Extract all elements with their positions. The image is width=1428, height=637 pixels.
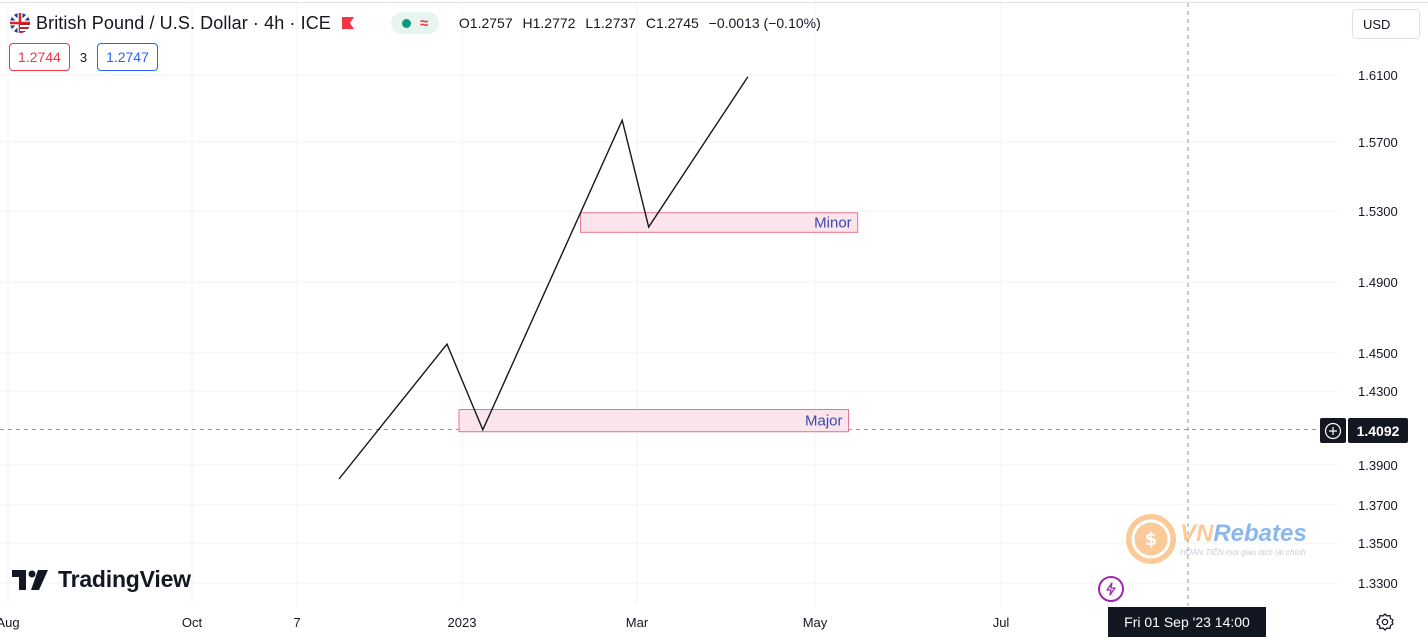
watermark-tagline: HOÀN TIỀN mọi giao dịch tài chính bbox=[1180, 547, 1306, 557]
x-tick-label: Oct bbox=[182, 615, 203, 630]
svg-text:$: $ bbox=[1145, 529, 1158, 550]
y-tick-label: 1.3900 bbox=[1358, 458, 1398, 473]
wave-icon: ≈ bbox=[419, 14, 429, 32]
ohlc-close: C1.2745 bbox=[645, 15, 699, 31]
quote-row: 1.2744 3 1.2747 bbox=[9, 43, 158, 71]
settings-gear-icon[interactable] bbox=[1375, 612, 1395, 632]
y-tick-label: 1.4500 bbox=[1358, 346, 1398, 361]
sell-quote-button[interactable]: 1.2744 bbox=[9, 43, 70, 71]
y-tick-label: 1.5700 bbox=[1358, 135, 1398, 150]
watermark-brand: VNRebates bbox=[1180, 519, 1307, 547]
lightning-icon[interactable] bbox=[1098, 576, 1124, 602]
crosshair-price-label: 1.4092 bbox=[1348, 418, 1408, 443]
currency-button[interactable]: USD bbox=[1352, 9, 1420, 39]
vnrebates-logo-icon: $ bbox=[1126, 514, 1176, 564]
symbol-title[interactable]: British Pound / U.S. Dollar · 4h · ICE bbox=[36, 12, 331, 33]
symbol-legend: British Pound / U.S. Dollar · 4h · ICE ≈… bbox=[10, 10, 827, 36]
zone-minor-label: Minor bbox=[814, 215, 852, 232]
x-tick-label: May bbox=[803, 615, 828, 630]
market-open-dot-icon bbox=[401, 18, 411, 28]
y-tick-label: 1.3500 bbox=[1358, 536, 1398, 551]
x-tick-label: 2023 bbox=[448, 615, 477, 630]
tradingview-logo-icon bbox=[12, 569, 48, 590]
add-alert-plus-icon[interactable] bbox=[1320, 418, 1346, 443]
red-flag-icon[interactable] bbox=[341, 16, 355, 30]
x-tick-label: Aug bbox=[0, 615, 20, 630]
y-tick-label: 1.3300 bbox=[1358, 576, 1398, 591]
vnrebates-watermark: $ VNRebates HOÀN TIỀN mọi giao dịch tài … bbox=[1126, 514, 1307, 564]
tradingview-logo-text: TradingView bbox=[58, 566, 191, 592]
ohlc-change: −0.0013 (−0.10%) bbox=[708, 15, 821, 31]
ohlc-values: O1.2757 H1.2772 L1.2737 C1.2745 −0.0013 … bbox=[459, 15, 827, 31]
y-tick-label: 1.4900 bbox=[1358, 275, 1398, 290]
y-tick-label: 1.4300 bbox=[1358, 384, 1398, 399]
spread-value: 3 bbox=[79, 49, 88, 65]
zone-major-label: Major bbox=[805, 413, 843, 430]
ohlc-open: O1.2757 bbox=[458, 15, 513, 31]
uk-us-flag-icon bbox=[10, 13, 30, 33]
x-tick-label: 7 bbox=[293, 615, 300, 630]
x-tick-label: Mar bbox=[626, 615, 649, 630]
market-status-pill[interactable]: ≈ bbox=[390, 12, 439, 34]
ohlc-low: L1.2737 bbox=[585, 15, 636, 31]
x-tick-label: Jul bbox=[993, 615, 1010, 630]
buy-quote-button[interactable]: 1.2747 bbox=[97, 43, 158, 71]
y-tick-label: 1.6100 bbox=[1358, 68, 1398, 83]
zone-minor-box bbox=[580, 212, 859, 233]
zone-major-box bbox=[458, 409, 850, 433]
y-tick-label: 1.3700 bbox=[1358, 498, 1398, 513]
tradingview-logo[interactable]: TradingView bbox=[12, 566, 191, 593]
crosshair-date-label: Fri 01 Sep '23 14:00 bbox=[1108, 607, 1266, 637]
price-swing-line bbox=[338, 76, 749, 480]
y-tick-label: 1.5300 bbox=[1358, 204, 1398, 219]
ohlc-high: H1.2772 bbox=[522, 15, 576, 31]
